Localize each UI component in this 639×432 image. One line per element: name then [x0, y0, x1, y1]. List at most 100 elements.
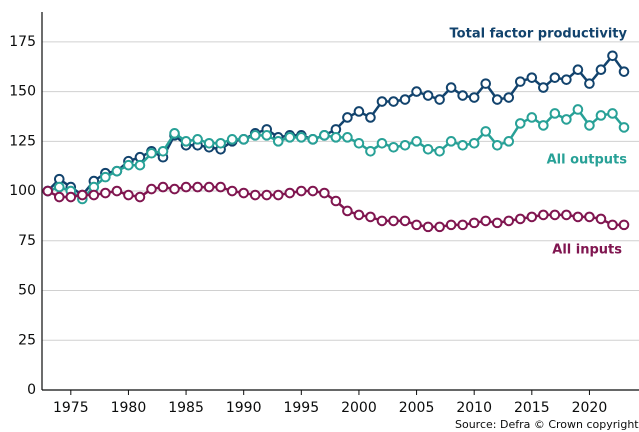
point	[65, 191, 77, 203]
point	[434, 221, 445, 233]
point	[284, 187, 296, 199]
point	[549, 108, 561, 119]
point	[457, 139, 468, 151]
point	[388, 141, 399, 153]
x-tick-label: 1980	[111, 400, 147, 416]
point	[514, 76, 526, 87]
point	[342, 132, 353, 143]
point	[342, 112, 353, 123]
point	[169, 183, 180, 195]
point	[261, 189, 273, 201]
series-label: Total factor productivity	[450, 27, 628, 42]
point	[180, 136, 192, 147]
point	[607, 219, 618, 231]
point	[595, 213, 607, 225]
point	[549, 209, 561, 221]
point	[388, 215, 399, 227]
point	[514, 118, 526, 129]
point	[157, 145, 169, 157]
y-tick-label: 175	[9, 34, 36, 50]
point	[468, 217, 480, 229]
point	[111, 165, 123, 177]
point	[538, 82, 549, 93]
point	[422, 90, 434, 101]
point	[376, 138, 388, 149]
point	[307, 185, 319, 197]
point	[146, 147, 157, 159]
y-tick-label: 150	[9, 84, 36, 100]
point	[365, 145, 376, 157]
point	[319, 130, 330, 141]
x-tick-label: 2005	[399, 400, 435, 416]
x-tick-label: 1990	[226, 400, 262, 416]
point	[100, 187, 111, 199]
y-tick-label: 125	[9, 133, 36, 149]
point	[561, 74, 572, 85]
point	[342, 205, 353, 217]
series-label: All inputs	[552, 243, 622, 258]
point	[272, 189, 284, 201]
point	[123, 189, 134, 201]
point	[491, 217, 503, 229]
series-line	[47, 107, 625, 201]
point	[561, 209, 572, 221]
point	[503, 215, 515, 227]
point	[169, 128, 180, 139]
point	[296, 132, 307, 143]
point	[618, 122, 630, 133]
point	[180, 181, 192, 193]
point	[146, 183, 157, 195]
point	[445, 82, 457, 93]
point	[411, 219, 422, 231]
point	[595, 110, 607, 121]
point	[480, 78, 492, 89]
point	[618, 219, 630, 231]
point	[388, 96, 399, 107]
point	[411, 136, 422, 147]
point	[445, 219, 457, 231]
point	[249, 130, 261, 141]
point	[607, 108, 618, 119]
y-tick-label: 100	[9, 183, 36, 199]
series-label: All outputs	[547, 153, 628, 168]
point	[365, 112, 376, 123]
x-tick-label: 1995	[283, 400, 319, 416]
point	[353, 106, 365, 117]
y-tick-label: 50	[18, 283, 36, 299]
point	[330, 132, 342, 143]
point	[480, 126, 492, 137]
point	[319, 187, 330, 199]
point	[468, 138, 480, 149]
point	[238, 134, 249, 145]
point	[422, 221, 434, 233]
point	[272, 136, 284, 147]
point	[226, 134, 238, 145]
point	[514, 213, 526, 225]
point	[572, 104, 584, 115]
point	[549, 72, 561, 83]
source-note: Source: Defra © Crown copyright	[455, 418, 639, 431]
point	[134, 191, 146, 203]
point	[353, 138, 365, 149]
point	[261, 130, 273, 141]
point	[503, 92, 515, 103]
point	[376, 215, 388, 227]
point	[445, 136, 457, 147]
point	[618, 66, 630, 77]
point	[526, 112, 538, 123]
x-tick-label: 2000	[341, 400, 377, 416]
point	[376, 96, 388, 107]
point	[226, 185, 238, 197]
point	[192, 134, 203, 145]
point	[134, 159, 146, 171]
point	[411, 86, 422, 97]
point	[526, 72, 538, 83]
point	[53, 181, 65, 193]
point	[215, 138, 226, 149]
point	[422, 143, 434, 155]
point	[215, 181, 226, 193]
point	[572, 64, 584, 75]
point	[111, 185, 123, 197]
series-line	[47, 185, 625, 229]
point	[503, 136, 515, 147]
